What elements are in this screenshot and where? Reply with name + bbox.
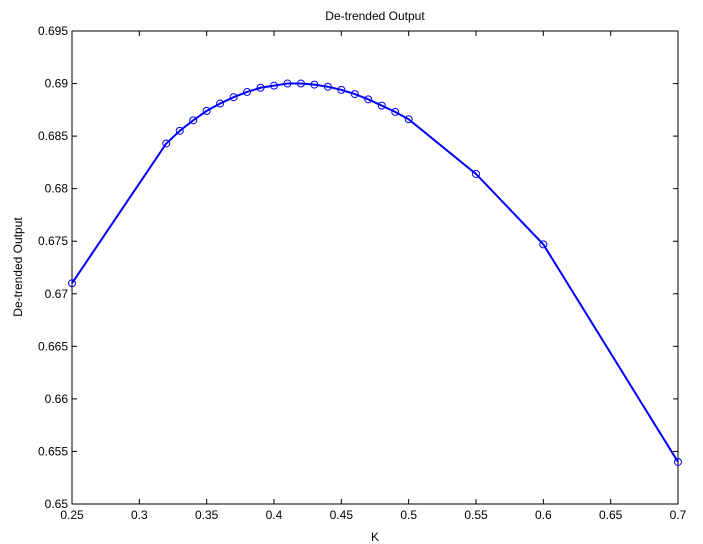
x-axis-ticks: 0.25 0.3 0.35 0.4 0.45 0.5 0.55 0.6 0.65 0.7 — [60, 31, 687, 522]
data-point-marker — [391, 107, 400, 116]
y-axis-label: De-trended Output — [11, 217, 25, 317]
data-point-marker — [337, 85, 346, 94]
x-tick-label: 0.7 — [670, 508, 687, 522]
y-tick-label: 0.675 — [38, 234, 68, 248]
data-point-marker — [189, 116, 198, 125]
y-tick-label: 0.65 — [45, 497, 69, 511]
x-tick-label: 0.6 — [535, 508, 552, 522]
series-layer — [68, 79, 682, 466]
data-point-marker — [296, 79, 305, 88]
y-tick-label: 0.66 — [45, 392, 69, 406]
data-point-marker — [539, 240, 548, 249]
data-point-marker — [256, 83, 265, 92]
x-tick-label: 0.25 — [60, 508, 84, 522]
x-tick-label: 0.35 — [195, 508, 219, 522]
data-point-marker — [270, 81, 278, 90]
data-point-marker — [162, 139, 171, 148]
y-tick-label: 0.665 — [38, 339, 68, 353]
x-tick-label: 0.55 — [464, 508, 488, 522]
data-point-marker — [377, 101, 386, 110]
x-tick-label: 0.3 — [131, 508, 148, 522]
data-point-marker — [202, 106, 211, 115]
y-axis-ticks: 0.65 0.655 0.66 0.665 0.67 0.675 0.68 0.685 0.69… — [38, 24, 678, 511]
x-tick-label: 0.5 — [400, 508, 417, 522]
y-tick-label: 0.685 — [38, 129, 68, 143]
plot-area — [71, 30, 679, 505]
data-point-marker — [229, 93, 238, 102]
data-point-marker — [404, 115, 413, 124]
data-point-marker — [216, 99, 225, 108]
data-point-marker — [364, 95, 373, 104]
data-point-marker — [674, 457, 682, 466]
x-tick-label: 0.45 — [330, 508, 354, 522]
data-point-marker — [68, 279, 76, 288]
data-point-marker — [472, 169, 480, 178]
chart-title: De-trended Output — [325, 9, 425, 23]
y-tick-label: 0.68 — [45, 182, 69, 196]
data-point-marker — [283, 79, 292, 88]
x-tick-label: 0.4 — [266, 508, 283, 522]
y-tick-label: 0.67 — [45, 287, 69, 301]
x-axis-label: K — [371, 530, 379, 544]
data-point-marker — [310, 80, 319, 89]
data-point-marker — [175, 126, 184, 135]
data-point-marker — [350, 90, 359, 99]
series-line — [71, 82, 679, 463]
data-point-marker — [243, 87, 252, 96]
y-tick-label: 0.69 — [45, 77, 69, 91]
y-tick-label: 0.655 — [38, 444, 68, 458]
x-tick-label: 0.65 — [599, 508, 623, 522]
data-point-marker — [323, 82, 332, 91]
y-tick-label: 0.695 — [38, 24, 68, 38]
